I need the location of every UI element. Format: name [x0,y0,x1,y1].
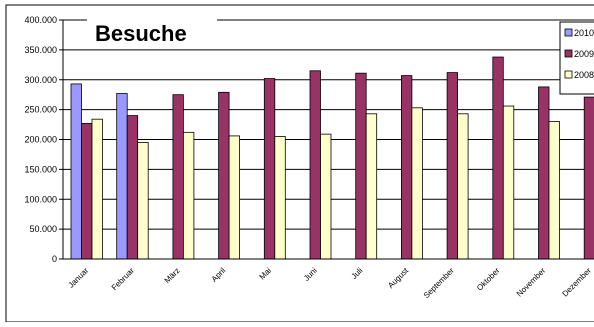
y-tick-label: 50.000 [29,224,57,234]
bar-2008-april [228,135,241,260]
bar-2009-oktober [492,56,504,260]
chart-title: Besuche [95,21,187,46]
bar-2009-august [400,75,413,260]
bar-2010-februar [116,93,128,260]
y-tick-label: 300.000 [24,75,57,85]
bar-2009-september [446,72,459,260]
bar-2009-mai [263,78,276,260]
chart-title-box: Besuche [87,16,217,49]
bar-2009-november [538,86,550,260]
legend-swatch-2010 [564,28,573,37]
bar-2008-november [548,121,560,260]
bar-2008-juli [365,113,378,260]
bar-2008-januar [91,118,103,260]
legend: 2010 2009 2008 [559,21,594,95]
bar-2008-oktober [502,105,515,260]
bar-2008-juni [320,133,332,260]
y-tick-label: 250.000 [24,105,57,115]
legend-label-2009: 2009 [574,49,594,59]
bar-2010-januar [70,83,82,260]
legend-swatch-2008 [564,70,573,79]
y-tick-label: 400.000 [24,15,57,25]
bar-2009-juli [355,72,367,260]
y-tick-label: 350.000 [24,45,57,55]
bars [70,56,594,260]
axes [62,20,594,260]
bar-2008-september [457,113,469,260]
bar-2008-mai [274,136,286,260]
legend-swatch-2009 [564,49,573,58]
bar-2009-april [218,91,230,260]
legend-label-2008: 2008 [574,70,594,80]
bar-2009-februar [126,115,139,260]
legend-label-2010: 2010 [574,28,594,38]
y-tick-label: 0 [52,254,57,264]
bar-2009-märz [172,94,184,260]
bar-2009-januar [81,122,93,260]
bar-2008-märz [182,131,195,260]
y-tick-label: 150.000 [24,164,57,174]
bar-2008-august [411,107,423,260]
y-tick-label: 100.000 [24,194,57,204]
bar-2009-dezember [583,96,594,260]
y-tick-label: 200.000 [24,135,57,145]
y-axis-tick-labels: 0 50.000 100.000 150.000 200.000 250.000 300.0… [24,15,57,264]
bar-2008-februar [137,142,149,260]
bar-2009-juni [309,70,321,260]
